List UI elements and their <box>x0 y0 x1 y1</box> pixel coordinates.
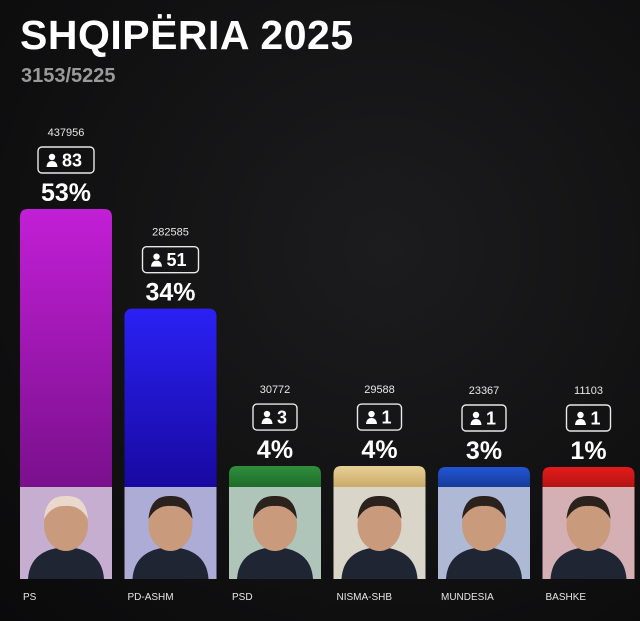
seats-badge: 1 <box>461 404 507 432</box>
seat-count: 1 <box>486 409 496 429</box>
seat-count: 3 <box>277 408 287 428</box>
votes-label: 11103 <box>574 385 603 397</box>
seats-badge: 3 <box>252 403 298 431</box>
counted-units: 3153/5225 <box>21 65 116 87</box>
percent-label: 1% <box>570 437 606 465</box>
seats-badge: 1 <box>565 404 612 432</box>
percent-label: 34% <box>145 279 195 307</box>
party-label: BASHKE <box>546 592 587 603</box>
portrait-icon <box>20 487 112 579</box>
seats-badge: 1 <box>356 403 403 431</box>
person-icon <box>151 253 162 267</box>
person-icon <box>46 153 58 167</box>
party-label: NISMA-SHB <box>337 592 393 603</box>
votes-label: 23367 <box>469 385 500 397</box>
percent-label: 4% <box>257 436 293 464</box>
bar-psd <box>229 466 321 487</box>
seat-count: 83 <box>62 151 82 171</box>
party-label: PD-ASHM <box>128 592 174 603</box>
party-label: PS <box>23 592 37 603</box>
bar-pd-ashm <box>124 308 217 487</box>
seats-badge: 83 <box>37 146 95 174</box>
page-title: SHQIPËRIA 2025 <box>20 12 354 58</box>
bar-nisma-shb <box>333 466 426 487</box>
portrait-icon <box>229 487 321 579</box>
seats-badge: 51 <box>141 245 200 274</box>
seat-count: 51 <box>167 250 187 270</box>
party-label: PSD <box>232 592 253 603</box>
portrait-icon <box>124 487 217 579</box>
seat-count: 1 <box>591 409 601 429</box>
votes-label: 30772 <box>260 384 291 396</box>
person-icon <box>261 410 273 425</box>
person-icon <box>470 411 482 425</box>
seat-count: 1 <box>382 408 392 428</box>
percent-label: 53% <box>41 179 91 207</box>
person-icon <box>366 410 377 425</box>
bar-mundesia <box>438 467 530 487</box>
percent-label: 3% <box>466 437 502 465</box>
portrait-icon <box>542 487 635 579</box>
bar-bashke <box>542 467 635 487</box>
bar-ps <box>20 209 112 487</box>
portrait-icon <box>333 487 426 579</box>
votes-label: 29588 <box>364 384 395 396</box>
votes-label: 437956 <box>48 127 85 139</box>
votes-label: 282585 <box>152 227 189 239</box>
portrait-icon <box>438 487 530 579</box>
percent-label: 4% <box>361 436 397 464</box>
party-label: MUNDESIA <box>441 592 494 603</box>
person-icon <box>575 411 586 425</box>
